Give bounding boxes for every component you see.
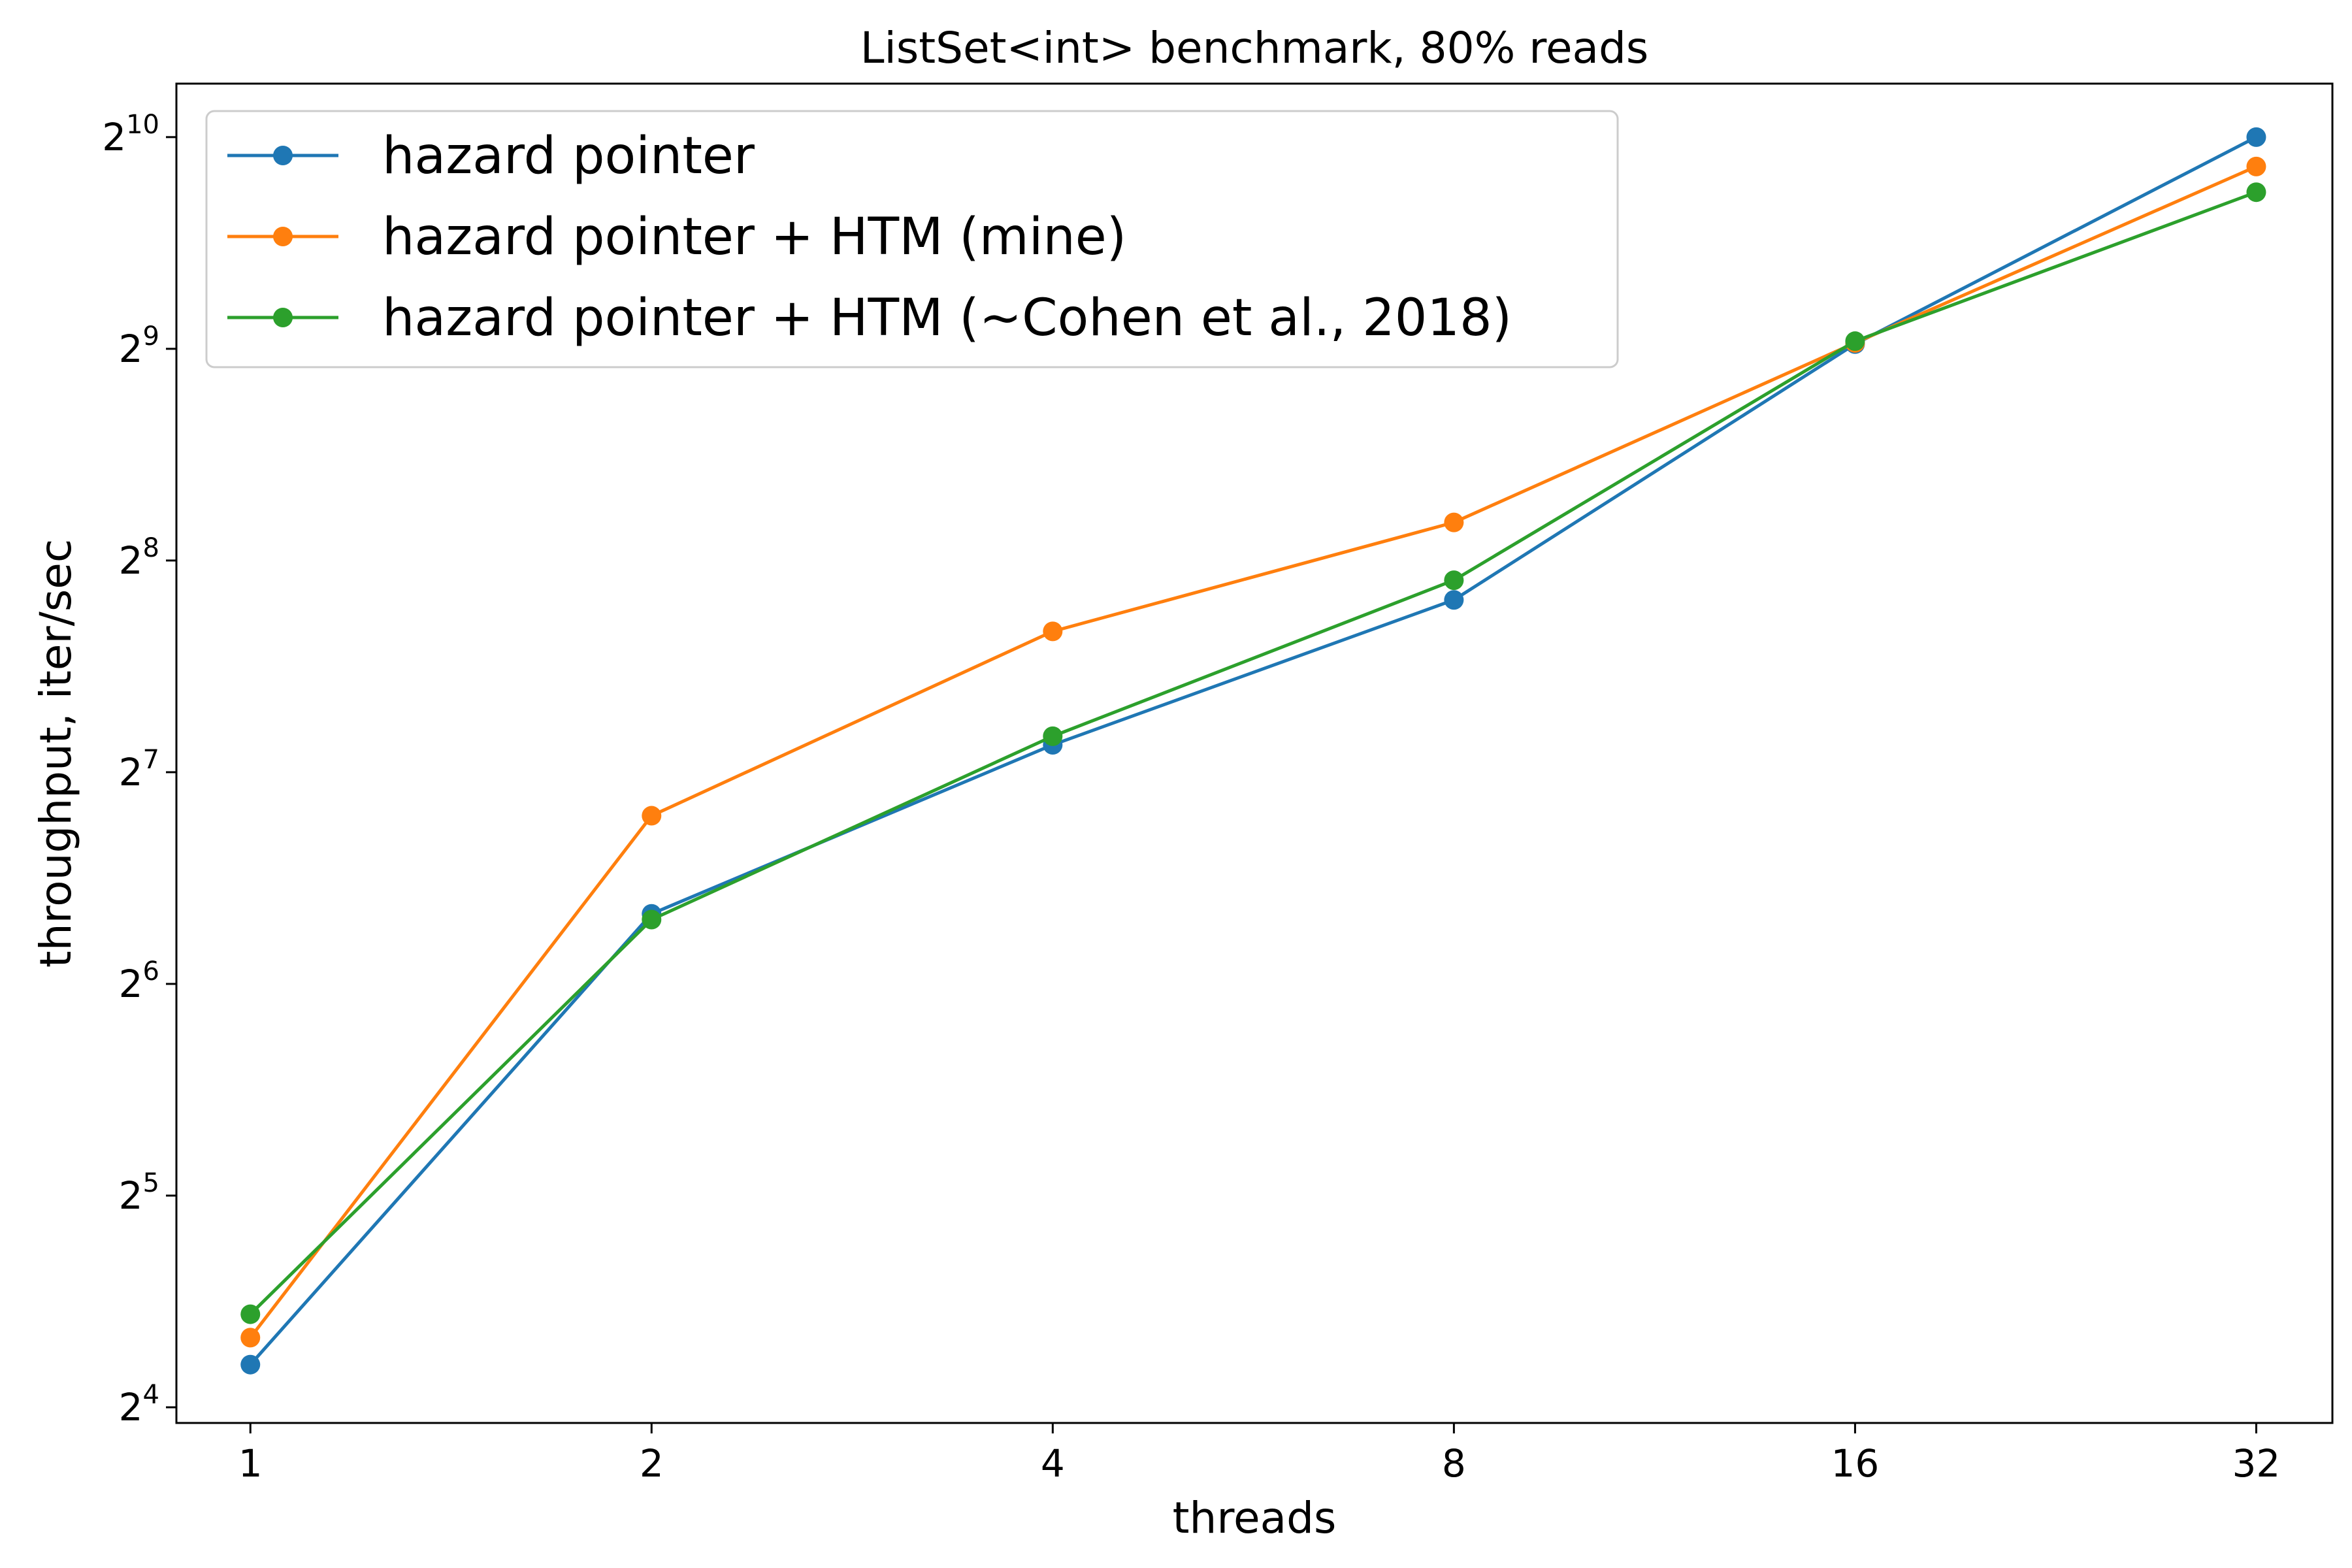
y-tick-label: 26 [119,956,159,1006]
series-line [249,165,2257,1339]
legend-entry: hazard pointer [227,127,755,186]
series-2 [240,182,2266,1324]
y-tick-base: 2 [119,962,143,1006]
y-tick-base: 2 [119,750,143,794]
series-layer [240,127,2266,1375]
y-tick-exponent: 4 [143,1380,159,1410]
legend-label: hazard pointer + HTM (mine) [382,208,1126,267]
y-tick-label: 24 [119,1380,159,1429]
y-tick-exponent: 10 [126,110,159,140]
x-tick-label: 4 [1041,1441,1065,1486]
y-tick-label: 210 [102,110,159,159]
y-tick-base: 2 [119,327,143,371]
x-axis-label: threads [1173,1493,1337,1543]
data-point [1043,726,1063,746]
legend-marker [273,227,293,246]
y-tick-label: 28 [119,533,159,583]
data-point [240,1328,261,1348]
y-axis-label: throughput, iter/sec [31,539,81,968]
legend-label: hazard pointer [382,127,755,186]
x-tick-label: 32 [2232,1441,2281,1486]
x-tick-label: 1 [238,1441,263,1486]
y-tick-exponent: 6 [143,956,159,987]
y-tick-base: 2 [102,115,126,159]
y-tick-base: 2 [119,538,143,583]
data-point [2246,182,2266,203]
legend-marker [273,308,293,327]
data-point [2246,156,2266,176]
y-tick-exponent: 8 [143,533,159,563]
legend: hazard pointer hazard pointer + HTM (mine… [205,110,1619,368]
legend-entry: hazard pointer + HTM (~Cohen et al., 201… [227,289,1512,348]
chart-title: ListSet<int> benchmark, 80% reads [860,23,1649,73]
plot-frame [175,82,2334,1424]
legend-entry: hazard pointer + HTM (mine) [227,208,1126,267]
series-line [249,135,2257,1366]
data-point [1444,512,1464,532]
series-line [249,190,2257,1316]
y-tick-base: 2 [119,1385,143,1429]
x-axis: 1 2 4 8 16 32 [238,1423,2281,1486]
x-tick-label: 8 [1442,1441,1466,1486]
y-tick-label: 25 [119,1168,159,1218]
series-0 [240,127,2266,1375]
data-point [1444,590,1464,610]
y-tick-exponent: 5 [143,1168,159,1198]
y-tick-exponent: 9 [143,321,159,351]
y-tick-base: 2 [119,1173,143,1218]
data-point [642,909,662,930]
data-point [642,806,662,826]
data-point [2246,127,2266,147]
data-point [1845,331,1865,351]
data-point [1043,621,1063,642]
y-tick-label: 29 [119,321,159,371]
x-tick-label: 16 [1831,1441,1879,1486]
x-tick-label: 2 [640,1441,664,1486]
data-point [1444,570,1464,591]
legend-box [205,110,1619,368]
y-tick-exponent: 7 [143,745,159,775]
y-tick-label: 27 [119,745,159,794]
legend-label: hazard pointer + HTM (~Cohen et al., 201… [382,289,1512,348]
data-point [240,1354,261,1375]
data-point [240,1304,261,1324]
legend-marker [273,146,293,165]
